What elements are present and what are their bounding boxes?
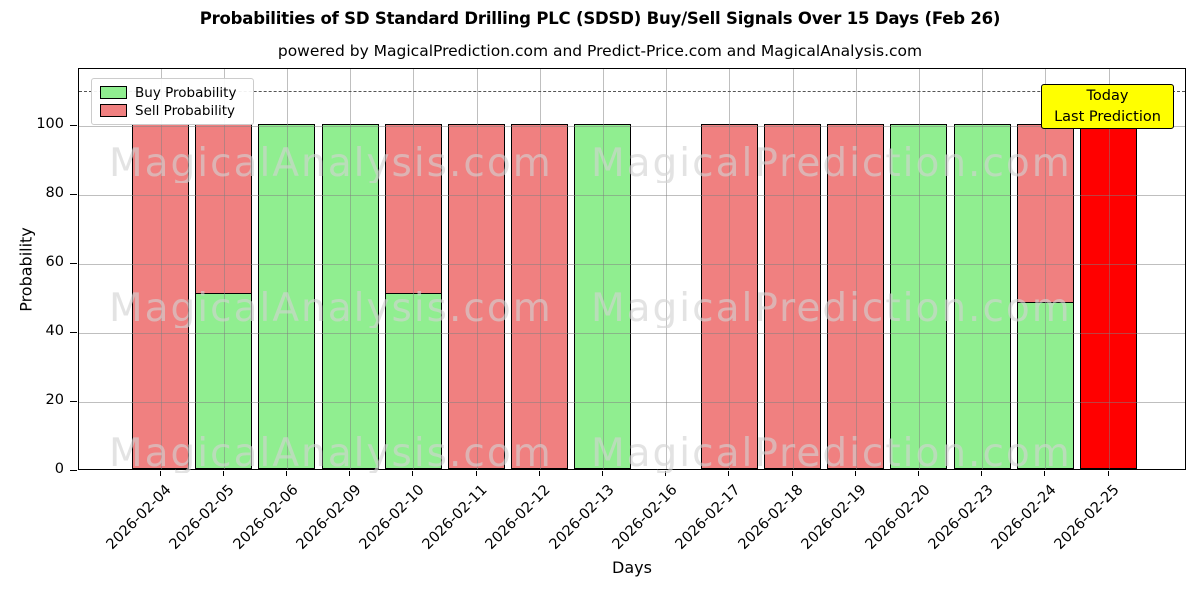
legend-item-buy: Buy Probability: [100, 84, 245, 101]
x-tick-2026-02-18: [791, 471, 793, 476]
y-tick-20: [70, 400, 77, 402]
today-annotation-line2: Last Prediction: [1054, 108, 1161, 125]
x-tick-2026-02-17: [728, 471, 730, 476]
x-tick-2026-02-11: [475, 471, 477, 476]
today-annotation: Today Last Prediction: [1041, 84, 1174, 129]
x-tick-2026-02-19: [854, 471, 856, 476]
v-gridline-2026-02-25: [1108, 69, 1110, 469]
x-tick-2026-02-06: [285, 471, 287, 476]
h-gridline-20: [79, 401, 1185, 403]
h-gridline-80: [79, 194, 1185, 196]
x-tick-2026-02-12: [538, 471, 540, 476]
v-gridline-2026-02-13: [602, 69, 604, 469]
v-gridline-2026-02-16: [666, 69, 668, 469]
y-tick-label-0: 0: [54, 461, 64, 477]
y-tick-label-60: 60: [45, 253, 64, 270]
plot-area: MagicalAnalysis.com MagicalPrediction.com…: [78, 68, 1186, 473]
x-axis-label: Days: [612, 558, 652, 577]
chart-subtitle: powered by MagicalPrediction.com and Pre…: [277, 42, 923, 60]
v-gridline-2026-02-05: [223, 69, 225, 469]
x-tick-2026-02-23: [981, 471, 983, 476]
h-gridline-60: [79, 263, 1185, 265]
x-tick-2026-02-09: [349, 471, 351, 476]
v-gridline-2026-02-20: [918, 69, 920, 469]
v-gridline-2026-02-09: [350, 69, 352, 469]
y-tick-label-20: 20: [45, 391, 64, 408]
chart-title: Probabilities of SD Standard Drilling PL…: [199, 9, 1001, 28]
x-tick-2026-02-13: [601, 471, 603, 476]
y-tick-label-40: 40: [45, 322, 64, 339]
v-gridline-2026-02-17: [729, 69, 731, 469]
v-gridline-2026-02-24: [1045, 69, 1047, 469]
x-tick-2026-02-10: [412, 471, 414, 476]
v-gridline-2026-02-11: [476, 69, 478, 469]
legend: Buy Probability Sell Probability: [91, 78, 254, 125]
h-gridline-100: [79, 125, 1185, 127]
v-gridline-2026-02-12: [539, 69, 541, 469]
today-annotation-line1: Today: [1086, 88, 1129, 105]
x-tick-2026-02-24: [1044, 471, 1046, 476]
v-gridline-2026-02-04: [160, 69, 162, 469]
y-tick-40: [70, 331, 77, 333]
x-tick-2026-02-16: [665, 471, 667, 476]
y-tick-label-100: 100: [36, 115, 64, 132]
v-gridline-2026-02-10: [413, 69, 415, 469]
legend-label-sell: Sell Probability: [135, 102, 236, 119]
x-tick-2026-02-04: [159, 471, 161, 476]
y-tick-label-80: 80: [45, 184, 64, 201]
v-gridline-2026-02-23: [982, 69, 984, 469]
v-gridline-2026-02-18: [792, 69, 794, 469]
y-axis-label: Probability: [16, 227, 36, 312]
y-tick-80: [70, 193, 77, 195]
x-tick-2026-02-05: [222, 471, 224, 476]
buy-swatch-icon: [100, 86, 127, 99]
y-tick-0: [70, 470, 77, 471]
sell-swatch-icon: [100, 104, 127, 117]
reference-dashed-line: [79, 91, 1185, 93]
v-gridline-2026-02-19: [855, 69, 857, 469]
y-tick-100: [70, 124, 77, 126]
h-gridline-40: [79, 332, 1185, 334]
x-tick-2026-02-20: [917, 471, 919, 476]
v-gridline-2026-02-06: [286, 69, 288, 469]
legend-label-buy: Buy Probability: [135, 84, 237, 101]
legend-item-sell: Sell Probability: [100, 102, 245, 119]
x-tick-2026-02-25: [1107, 471, 1109, 476]
y-tick-60: [70, 262, 77, 264]
